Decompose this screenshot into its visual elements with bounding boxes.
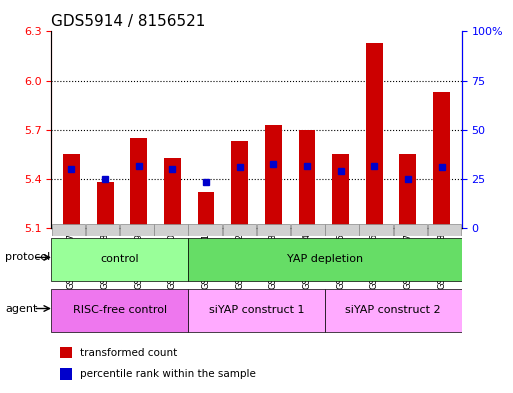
Bar [257, 224, 290, 236]
Text: YAP depletion: YAP depletion [287, 254, 363, 264]
Bar [393, 224, 427, 236]
Bar [231, 141, 248, 228]
Bar [154, 224, 188, 236]
Bar [325, 224, 359, 236]
Bar [130, 138, 147, 228]
Bar [63, 154, 80, 228]
Bar [223, 224, 256, 236]
Bar [366, 43, 383, 228]
Bar [60, 347, 72, 358]
Text: percentile rank within the sample: percentile rank within the sample [80, 369, 256, 379]
FancyBboxPatch shape [188, 238, 462, 281]
Text: agent: agent [5, 303, 37, 314]
FancyBboxPatch shape [325, 289, 462, 332]
Text: GDS5914 / 8156521: GDS5914 / 8156521 [51, 14, 206, 29]
Bar [97, 182, 113, 228]
Text: siYAP construct 2: siYAP construct 2 [345, 305, 441, 316]
Bar [433, 92, 450, 228]
FancyBboxPatch shape [188, 289, 325, 332]
Bar [428, 224, 461, 236]
Bar [52, 224, 85, 236]
FancyBboxPatch shape [51, 289, 188, 332]
FancyBboxPatch shape [51, 238, 188, 281]
Bar [164, 158, 181, 228]
Bar [299, 130, 315, 228]
Text: siYAP construct 1: siYAP construct 1 [209, 305, 304, 316]
Text: RISC-free control: RISC-free control [73, 305, 167, 316]
Text: transformed count: transformed count [80, 348, 177, 358]
Text: protocol: protocol [5, 252, 50, 263]
Bar [188, 224, 222, 236]
Bar [291, 224, 325, 236]
Bar [360, 224, 393, 236]
Bar [265, 125, 282, 228]
Bar [332, 154, 349, 228]
Bar [400, 154, 416, 228]
Text: control: control [101, 254, 139, 264]
Bar [198, 192, 214, 228]
Bar [120, 224, 153, 236]
Bar [60, 368, 72, 380]
Bar [86, 224, 120, 236]
